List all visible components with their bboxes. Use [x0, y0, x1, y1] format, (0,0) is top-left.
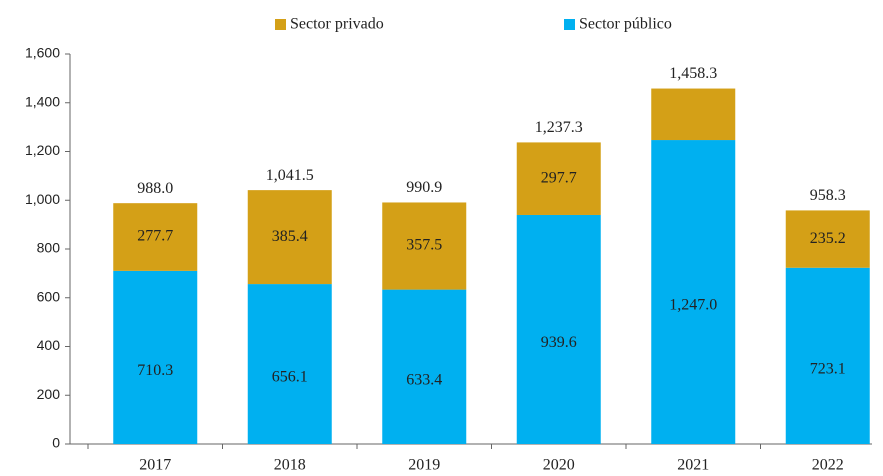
x-tick-label: 2018 — [274, 457, 306, 474]
total-label: 1,237.3 — [535, 119, 583, 136]
data-label: 939.6 — [541, 334, 577, 351]
bar-segment — [247, 284, 332, 444]
bar-segment — [247, 190, 332, 285]
bar-segment — [651, 88, 736, 141]
bar-segment — [382, 289, 467, 444]
data-label: 633.4 — [406, 371, 442, 388]
y-tick-label: 1,200 — [25, 142, 60, 158]
bar-segment — [113, 270, 198, 444]
total-label: 958.3 — [810, 187, 846, 204]
x-tick-label: 2020 — [543, 457, 575, 474]
x-tick-label: 2021 — [677, 457, 709, 474]
data-label: 656.1 — [272, 369, 308, 386]
x-tick-label: 2017 — [139, 457, 171, 474]
x-tick-label: 2019 — [408, 457, 440, 474]
bar-segment — [516, 142, 601, 215]
y-tick-label: 1,400 — [25, 93, 60, 109]
bar-segment — [651, 140, 736, 444]
bar-segment — [516, 214, 601, 444]
data-label: 277.7 — [137, 228, 173, 245]
legend-label: Sector privado — [290, 16, 384, 33]
bar-segment — [785, 210, 870, 268]
y-tick-label: 800 — [37, 240, 61, 256]
data-label: 297.7 — [541, 169, 577, 186]
legend-swatch — [564, 19, 575, 30]
y-tick-label: 200 — [37, 386, 61, 402]
total-label: 1,041.5 — [266, 167, 314, 184]
bar-segment — [382, 202, 467, 290]
y-tick-label: 400 — [37, 337, 61, 353]
data-label: 723.1 — [810, 361, 846, 378]
data-label: 710.3 — [137, 362, 173, 379]
x-tick-label: 2022 — [812, 457, 844, 474]
data-label: 357.5 — [406, 237, 442, 254]
y-tick-label: 0 — [52, 435, 60, 451]
y-tick-label: 600 — [37, 288, 61, 304]
legend-swatch — [275, 19, 286, 30]
data-label: 1,247.0 — [669, 297, 717, 314]
total-label: 988.0 — [137, 180, 173, 197]
legend-label: Sector público — [579, 16, 672, 33]
bar-segment — [113, 203, 198, 271]
data-label: 235.2 — [810, 230, 846, 247]
y-tick-label: 1,000 — [25, 191, 60, 207]
y-tick-label: 1,600 — [25, 45, 60, 61]
data-label: 385.4 — [272, 228, 308, 245]
bar-segment — [785, 267, 870, 444]
total-label: 990.9 — [406, 179, 442, 196]
total-label: 1,458.3 — [669, 65, 717, 82]
